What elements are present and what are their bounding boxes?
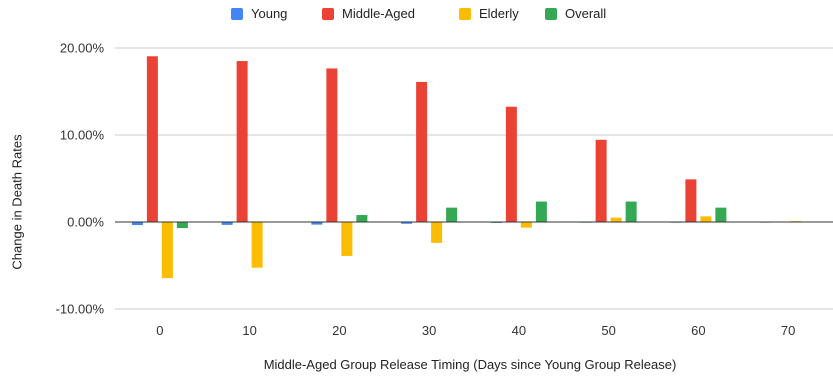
bar-middle-aged <box>595 139 607 222</box>
legend-swatch-middle-aged <box>322 7 334 20</box>
chart-legend: Young Middle-Aged Elderly Overall <box>0 6 833 24</box>
bar-elderly <box>610 217 622 222</box>
bar-overall <box>446 207 458 222</box>
bar-overall <box>176 222 188 229</box>
x-tick-label: 60 <box>691 323 705 338</box>
legend-item-overall: Overall <box>545 6 606 21</box>
bar-overall <box>625 201 637 222</box>
y-tick-label: 0.00% <box>67 215 104 230</box>
x-tick-label: 30 <box>422 323 436 338</box>
legend-label-elderly: Elderly <box>479 6 519 21</box>
bar-young <box>401 222 413 224</box>
x-tick-label: 40 <box>512 323 526 338</box>
x-axis-title: Middle-Aged Group Release Timing (Days s… <box>263 357 677 372</box>
legend-label-young: Young <box>251 6 288 21</box>
legend-item-young: Young <box>231 6 287 21</box>
x-tick-label: 20 <box>332 323 346 338</box>
bar-middle-aged <box>505 106 517 222</box>
x-tick-label: 50 <box>601 323 615 338</box>
legend-item-middle-aged: Middle-Aged <box>322 6 415 21</box>
bar-middle-aged <box>416 81 428 223</box>
bar-young <box>221 222 233 225</box>
legend-label-overall: Overall <box>565 6 607 21</box>
legend-swatch-young <box>231 7 243 20</box>
bar-elderly <box>341 222 353 256</box>
bar-overall <box>715 207 727 222</box>
bar-overall <box>356 215 368 222</box>
bar-elderly <box>520 222 532 228</box>
bar-middle-aged <box>685 179 697 222</box>
x-tick-label: 0 <box>156 323 163 338</box>
bar-middle-aged <box>146 56 158 222</box>
legend-swatch-elderly <box>459 7 471 20</box>
y-tick-label: -10.00% <box>56 302 105 317</box>
legend-item-elderly: Elderly <box>459 6 519 21</box>
bar-elderly <box>251 222 263 268</box>
bar-elderly <box>431 222 443 243</box>
y-axis-title: Change in Death Rates <box>9 134 25 270</box>
legend-swatch-overall <box>545 7 557 20</box>
bar-young <box>311 222 323 225</box>
bar-overall <box>535 201 547 222</box>
y-tick-label: 20.00% <box>60 41 105 56</box>
bar-elderly <box>161 222 173 279</box>
y-tick-label: 10.00% <box>60 128 105 143</box>
bar-young <box>131 222 143 226</box>
bar-middle-aged <box>236 61 248 222</box>
x-tick-label: 70 <box>781 323 795 338</box>
bar-middle-aged <box>326 68 338 222</box>
legend-label-middle-aged: Middle-Aged <box>342 6 415 21</box>
x-tick-label: 10 <box>242 323 256 338</box>
bar-elderly <box>700 216 712 222</box>
